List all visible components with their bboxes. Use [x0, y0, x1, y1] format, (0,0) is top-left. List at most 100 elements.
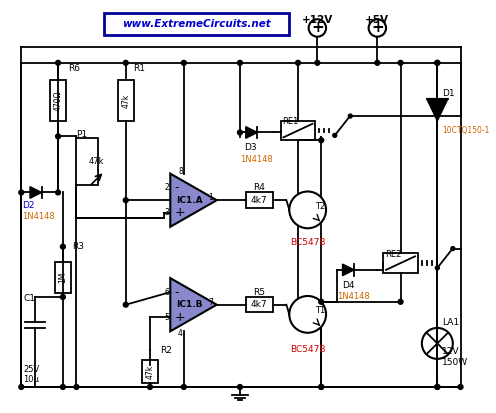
Text: RE2: RE2 [385, 249, 401, 259]
Text: 1N4148: 1N4148 [240, 155, 273, 164]
Circle shape [238, 130, 243, 135]
Polygon shape [343, 264, 354, 276]
Text: BC547B: BC547B [290, 345, 325, 354]
Circle shape [296, 60, 301, 65]
Circle shape [319, 385, 323, 389]
FancyBboxPatch shape [104, 14, 289, 35]
Text: IC1.B: IC1.B [177, 300, 203, 309]
Text: 150W: 150W [442, 358, 468, 367]
Polygon shape [427, 99, 448, 121]
Text: T2: T2 [315, 202, 326, 211]
Circle shape [435, 266, 439, 270]
Text: 47k: 47k [89, 157, 105, 166]
Text: 1M: 1M [59, 272, 67, 283]
Circle shape [315, 60, 320, 65]
Circle shape [398, 60, 403, 65]
Text: +: + [174, 206, 185, 219]
Text: 470Ω: 470Ω [54, 90, 62, 111]
Polygon shape [170, 278, 217, 331]
Text: 6: 6 [165, 287, 169, 297]
Bar [76, 138, 98, 185]
Circle shape [19, 385, 24, 389]
Circle shape [398, 299, 403, 304]
Circle shape [369, 19, 386, 37]
Text: +5V: +5V [366, 15, 389, 26]
Text: 47k: 47k [145, 364, 154, 379]
Circle shape [319, 138, 323, 142]
Circle shape [56, 134, 61, 139]
Bar [118, 80, 133, 121]
Circle shape [348, 114, 352, 118]
Circle shape [61, 385, 65, 389]
Circle shape [451, 247, 455, 251]
Text: R2: R2 [160, 346, 172, 355]
Circle shape [309, 19, 326, 37]
Text: D4: D4 [343, 281, 355, 290]
Circle shape [435, 385, 440, 389]
Text: D1: D1 [442, 89, 455, 98]
Circle shape [124, 302, 128, 307]
Text: 12V: 12V [442, 347, 460, 356]
Text: D2: D2 [22, 201, 35, 209]
Bar [281, 121, 315, 140]
Bar [142, 360, 158, 383]
Text: www.ExtremeCircuits.net: www.ExtremeCircuits.net [122, 19, 271, 29]
Polygon shape [30, 187, 42, 198]
Bar [383, 254, 418, 273]
Text: P1: P1 [76, 130, 88, 139]
Text: 2: 2 [165, 183, 169, 192]
Text: 1N4148: 1N4148 [22, 212, 55, 221]
Circle shape [147, 385, 152, 389]
Text: C1: C1 [23, 294, 35, 304]
Text: -: - [174, 286, 179, 299]
Circle shape [319, 299, 323, 304]
Circle shape [19, 190, 24, 195]
Text: +: + [311, 21, 324, 36]
Text: R3: R3 [72, 242, 84, 251]
Circle shape [289, 296, 326, 333]
Text: -: - [174, 181, 179, 194]
Text: 1N4148: 1N4148 [337, 292, 370, 301]
Circle shape [435, 385, 440, 389]
Circle shape [124, 60, 128, 65]
Circle shape [375, 60, 380, 65]
Circle shape [435, 60, 440, 65]
Circle shape [74, 385, 79, 389]
Text: +: + [174, 311, 185, 324]
Text: 4: 4 [178, 330, 183, 338]
Text: 3: 3 [165, 208, 169, 217]
Circle shape [333, 133, 337, 137]
Text: RE1: RE1 [283, 117, 299, 126]
Text: 10μ: 10μ [23, 375, 39, 384]
Text: R1: R1 [133, 64, 145, 73]
Text: 4k7: 4k7 [251, 300, 268, 309]
Text: R5: R5 [253, 287, 265, 297]
Circle shape [238, 385, 243, 389]
Text: LA1: LA1 [442, 318, 459, 327]
Circle shape [61, 294, 65, 299]
Text: R6: R6 [68, 64, 80, 73]
Circle shape [61, 244, 65, 249]
Bar [50, 80, 66, 121]
Circle shape [319, 385, 323, 389]
Text: 1: 1 [208, 193, 213, 202]
Circle shape [182, 60, 186, 65]
Text: IC1.A: IC1.A [176, 196, 203, 205]
Bar [246, 297, 273, 313]
Text: +12V: +12V [302, 15, 333, 26]
Text: 8: 8 [178, 166, 183, 176]
Text: +: + [371, 21, 384, 36]
Text: R4: R4 [253, 183, 265, 192]
Polygon shape [170, 173, 217, 227]
Bar [246, 192, 273, 208]
Circle shape [124, 198, 128, 203]
Circle shape [182, 385, 186, 389]
Circle shape [458, 385, 463, 389]
Circle shape [56, 190, 61, 195]
Bar [55, 262, 70, 293]
Text: D3: D3 [244, 143, 256, 152]
Text: BC547B: BC547B [290, 238, 325, 247]
Text: T1: T1 [315, 306, 326, 315]
Circle shape [435, 60, 440, 65]
Circle shape [238, 60, 243, 65]
